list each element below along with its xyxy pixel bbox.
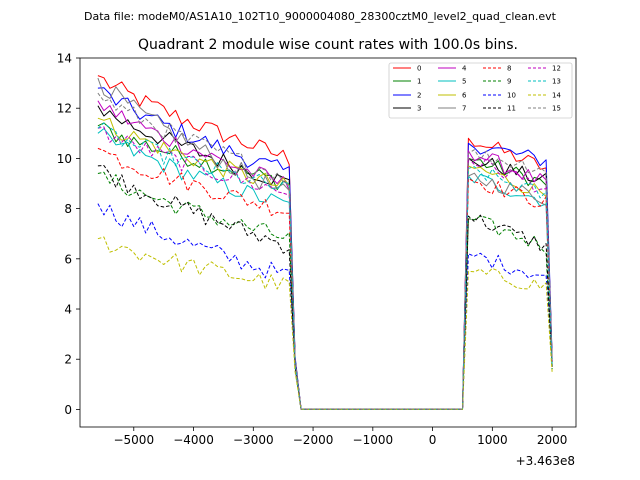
y-tick-label: 10: [57, 152, 72, 166]
series-line-1: [97, 122, 553, 410]
legend-label-6: 6: [462, 92, 467, 100]
plot-lines: [97, 75, 553, 410]
y-tick-label: 6: [64, 252, 72, 266]
x-tick-label: −5000: [113, 433, 154, 447]
x-tick-label: −4000: [173, 433, 214, 447]
legend-frame: [388, 62, 573, 119]
y-tick-label: 2: [64, 353, 72, 367]
y-tick-label: 14: [57, 52, 72, 66]
x-offset-label: +3.463e8: [516, 454, 575, 468]
legend-label-13: 13: [552, 78, 561, 86]
x-tick-label: 2000: [537, 433, 568, 447]
series-line-6: [97, 117, 553, 410]
y-tick-label: 4: [64, 303, 72, 317]
series-line-14: [97, 236, 553, 410]
legend-label-4: 4: [462, 65, 467, 73]
y-tick-label: 12: [57, 102, 72, 116]
x-tick-label: 1000: [477, 433, 508, 447]
series-line-7: [97, 77, 553, 410]
legend-label-15: 15: [552, 105, 561, 113]
series-line-8: [97, 147, 553, 410]
series-line-5: [97, 128, 553, 410]
legend-label-2: 2: [417, 92, 421, 100]
legend-label-14: 14: [552, 92, 561, 100]
y-tick-label: 0: [64, 403, 72, 417]
series-line-9: [97, 171, 553, 410]
series-line-4: [97, 100, 553, 410]
x-tick-label: −2000: [293, 433, 334, 447]
legend-label-12: 12: [552, 65, 561, 73]
legend-label-3: 3: [417, 105, 421, 113]
legend-label-9: 9: [507, 78, 511, 86]
series-line-3: [97, 105, 553, 410]
legend-label-1: 1: [417, 78, 421, 86]
y-tick-label: 8: [64, 202, 72, 216]
legend-label-0: 0: [417, 65, 421, 73]
series-line-10: [97, 203, 553, 410]
legend-label-8: 8: [507, 65, 511, 73]
chart-suptitle: Data file: modeM0/AS1A10_102T10_90000040…: [84, 10, 557, 23]
x-tick-label: −1000: [353, 433, 394, 447]
x-tick-label: −3000: [233, 433, 274, 447]
x-axis: −5000 −4000 −3000 −2000 −1000 0 1000 2000: [113, 427, 567, 447]
legend-label-5: 5: [462, 78, 466, 86]
series-line-12: [97, 126, 553, 410]
legend-label-10: 10: [507, 92, 516, 100]
series-line-15: [97, 92, 553, 410]
legend-label-11: 11: [507, 105, 516, 113]
legend-label-7: 7: [462, 105, 466, 113]
chart-title: Quadrant 2 module wise count rates with …: [138, 37, 518, 53]
plot-frame: [79, 57, 577, 428]
series-line-13: [97, 122, 553, 410]
y-axis: 0 2 4 6 8 10 12 14: [57, 52, 80, 417]
series-line-11: [97, 165, 553, 410]
series-line-2: [97, 87, 553, 410]
x-tick-label: 0: [429, 433, 437, 447]
series-line-0: [97, 75, 553, 410]
